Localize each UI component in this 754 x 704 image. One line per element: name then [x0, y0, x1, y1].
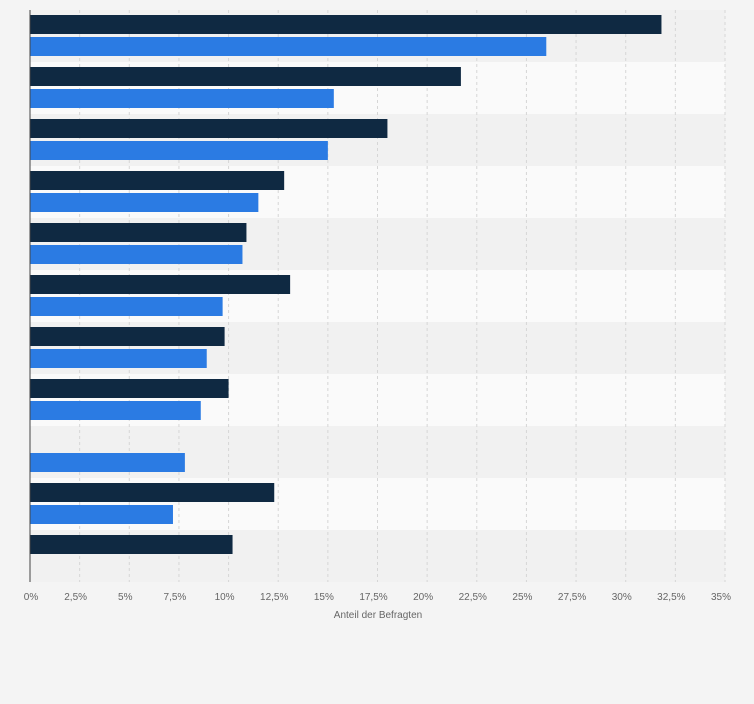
bar-series-2	[30, 505, 173, 524]
x-tick-label: 2,5%	[64, 592, 87, 603]
bar-series-2	[30, 245, 243, 264]
bar-series-2	[30, 37, 547, 56]
bar-series-1	[30, 535, 233, 554]
bar-series-1	[30, 483, 275, 502]
bar-series-1	[30, 119, 388, 138]
x-tick-label: 5%	[118, 592, 133, 603]
x-tick-label: 15%	[314, 592, 334, 603]
x-tick-label: 22,5%	[459, 592, 487, 603]
bar-series-1	[30, 223, 247, 242]
bar-series-1	[30, 15, 662, 34]
x-tick-label: 25%	[512, 592, 532, 603]
x-tick-label: 30%	[612, 592, 632, 603]
x-tick-label: 0%	[24, 592, 39, 603]
bar-series-1	[30, 67, 461, 86]
bars	[30, 15, 662, 554]
x-tick-label: 12,5%	[260, 592, 288, 603]
x-tick-label: 27,5%	[558, 592, 586, 603]
bar-series-1	[30, 171, 285, 190]
bar-series-2	[30, 401, 201, 420]
bar-series-2	[30, 193, 259, 212]
x-axis-title: Anteil der Befragten	[334, 610, 422, 621]
bar-series-1	[30, 327, 225, 346]
x-tick-label: 17,5%	[359, 592, 387, 603]
bar-series-2	[30, 453, 185, 472]
bar-series-2	[30, 141, 328, 160]
bar-series-1	[30, 379, 229, 398]
x-tick-label: 10%	[215, 592, 235, 603]
bar-series-2	[30, 297, 223, 316]
x-tick-label: 35%	[711, 592, 731, 603]
x-tick-label: 7,5%	[164, 592, 187, 603]
bar-series-2	[30, 89, 334, 108]
bar-series-1	[30, 275, 291, 294]
x-tick-label: 20%	[413, 592, 433, 603]
x-tick-label: 32,5%	[657, 592, 685, 603]
x-tick-labels: 0% 2,5% 5% 7,5% 10% 12,5% 15% 17,5% 20% 22,5% 25% 2…	[24, 592, 731, 603]
bar-series-2	[30, 349, 207, 368]
